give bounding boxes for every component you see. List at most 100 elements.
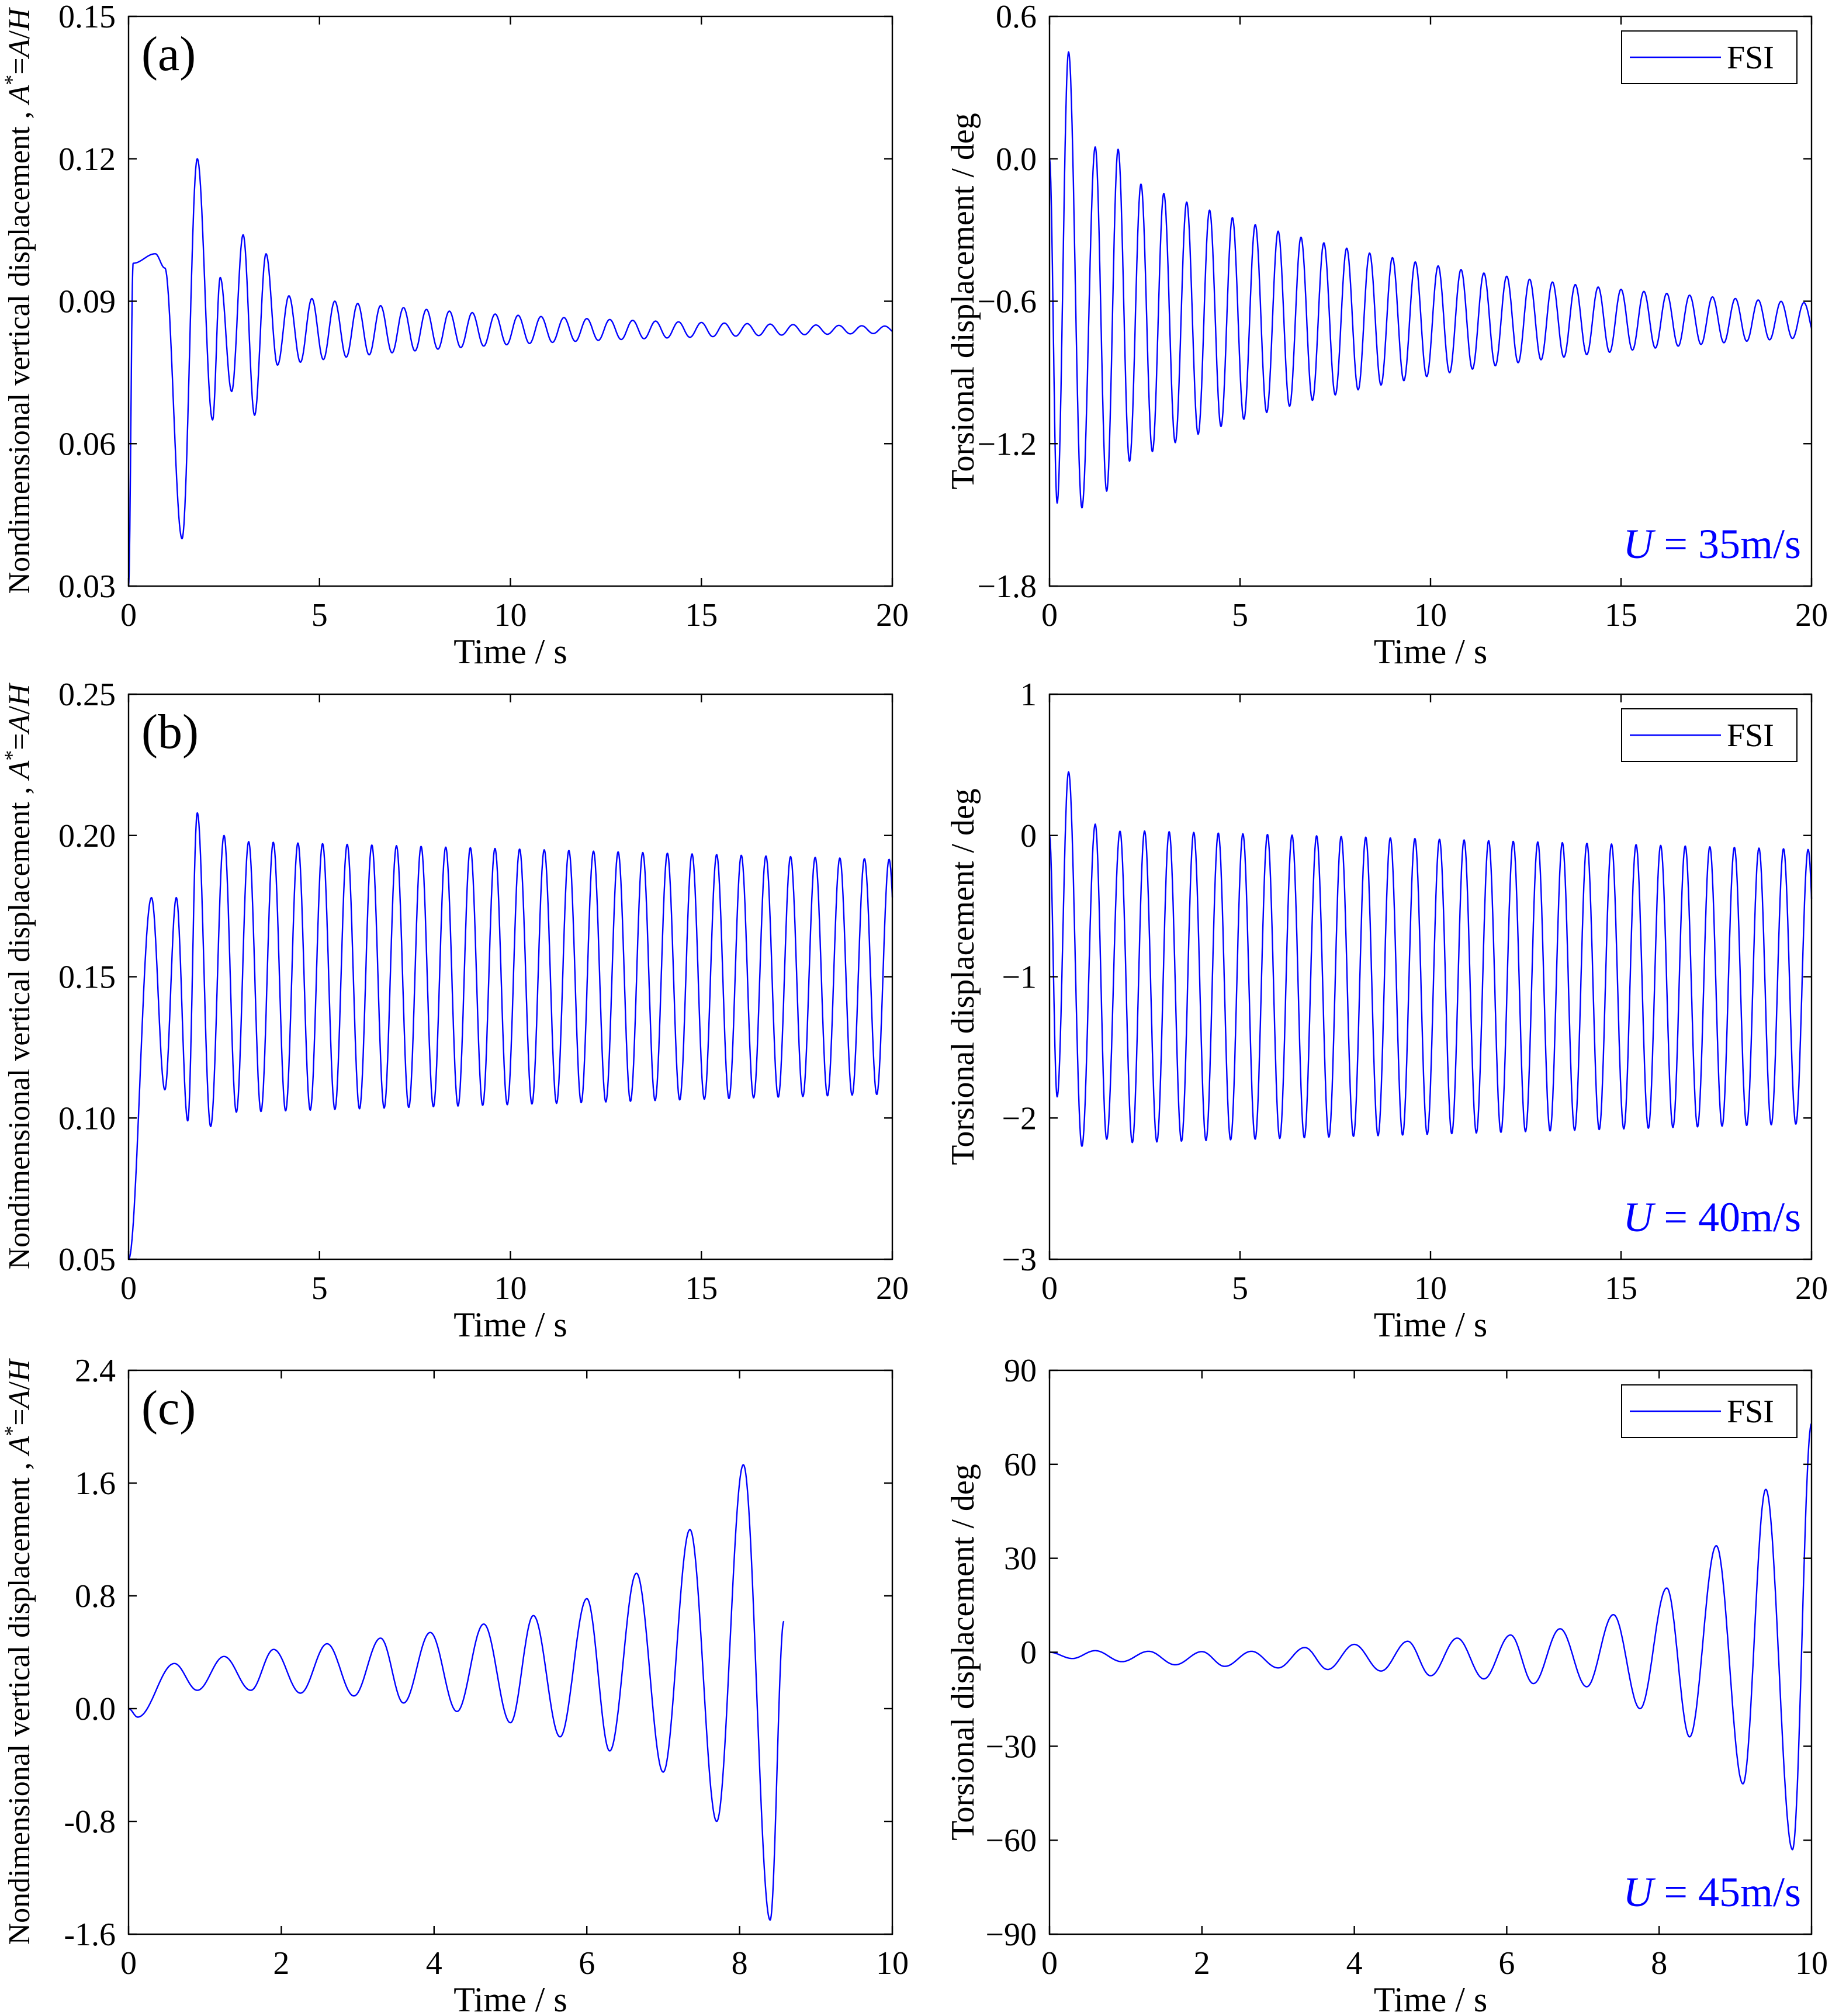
x-tick-label: 15 [1605,597,1637,633]
series-line-fsi [1048,771,1813,1147]
y-tick-label: −1 [1002,959,1037,996]
chart-panel-a-right: 0 5 10 15 20 −1.8 −1.2 −0.6 0.0 0.6 FSI U = 35m/s… [945,0,1828,671]
legend: FSI [1621,708,1798,762]
series-line-fsi [128,812,893,1260]
x-tick-label: 4 [1346,1945,1363,1982]
x-tick-label: 0 [120,1945,137,1982]
x-tick-label: 20 [1795,1270,1828,1307]
y-tick-label: −2 [1002,1100,1037,1137]
chart-panel-b-right: 0 5 10 15 20−3−2−101 FSI U = 40m/s Time / s … [945,677,1828,1344]
x-tick-label: 0 [120,1270,137,1307]
legend: FSI [1621,1384,1798,1438]
x-axis-label: Time / s [453,1305,567,1344]
x-tick-label: 0 [1041,597,1058,633]
y-tick-label: 60 [1004,1447,1037,1483]
y-axis-label: Nondimensional vertical displacement , A… [0,683,36,1269]
x-tick-label: 20 [1795,597,1828,633]
y-tick-label: 0 [1020,818,1037,854]
y-tick-label: -0.8 [64,1804,116,1840]
y-tick-label: 30 [1004,1541,1037,1577]
x-tick-label: 10 [1414,1270,1447,1307]
y-tick-label: 0.15 [58,959,116,996]
x-tick-label: 10 [494,1270,527,1307]
velocity-annotation: U = 40m/s [1623,1194,1801,1241]
x-tick-label: 10 [876,1945,909,1982]
legend: FSI [1621,30,1798,84]
panel-label: (c) [141,1381,196,1435]
legend-entry-fsi: FSI [1727,1394,1774,1430]
x-tick-label: 0 [1041,1270,1058,1307]
series-line-fsi [127,158,893,587]
y-tick-label: 0.09 [58,284,116,320]
y-tick-label: 0.06 [58,426,116,462]
x-tick-label: 10 [494,597,527,633]
y-tick-label: 0.25 [58,677,116,713]
x-axis-label: Time / s [1374,632,1488,671]
x-tick-label: 20 [876,1270,909,1307]
x-tick-label: 8 [732,1945,748,1982]
series-line-fsi [1049,1423,1812,1851]
x-tick-label: 5 [311,1270,328,1307]
x-tick-label: 0 [1041,1945,1058,1982]
y-tick-label: 0.0 [75,1691,116,1727]
x-tick-label: 4 [426,1945,442,1982]
y-axis-label: Torsional displacement / deg [945,113,981,490]
y-tick-label: 0 [1020,1635,1037,1671]
series-line-fsi [128,1464,785,1921]
x-axis-label: Time / s [1374,1980,1488,2016]
y-tick-label: 0.03 [58,569,116,605]
x-tick-label: 15 [1605,1270,1637,1307]
legend-entry-fsi: FSI [1727,718,1774,754]
y-tick-label: 0.6 [996,0,1037,35]
x-tick-label: 8 [1651,1945,1667,1982]
chart-panel-b-left: 0 5 10 15 20 0.05 0.10 0.15 0.20 0.25 (b) Time / … [0,677,909,1344]
y-tick-label: 0.05 [58,1242,116,1278]
x-axis-label: Time / s [453,632,567,671]
x-tick-label: 20 [876,597,909,633]
panel-label: (b) [141,705,199,759]
y-tick-label: 0.0 [996,141,1037,178]
y-tick-label: -1.6 [64,1917,116,1953]
x-tick-label: 15 [685,597,718,633]
y-tick-label: 0.10 [58,1100,116,1137]
y-tick-label: −3 [1002,1242,1037,1278]
x-tick-label: 15 [685,1270,718,1307]
x-tick-label: 2 [273,1945,289,1982]
x-tick-label: 5 [1232,597,1248,633]
x-tick-label: 6 [579,1945,595,1982]
x-tick-label: 0 [120,597,137,633]
chart-panel-a-left: 0 5 10 15 20 0.03 0.06 0.09 0.12 0.15 (a) Time / … [0,0,909,671]
y-tick-label: −0.6 [977,284,1037,320]
y-axis-label: Torsional displacement / deg [945,788,981,1165]
y-axis-label: Torsional displacement / deg [945,1464,981,1841]
x-tick-label: 10 [1414,597,1447,633]
y-tick-label: 0.12 [58,141,116,178]
panel-label: (a) [141,27,196,81]
y-tick-label: −1.8 [977,569,1037,605]
y-axis-label: Nondimensional vertical displacement , A… [0,1358,36,1945]
y-tick-label: 0.8 [75,1578,116,1615]
x-axis-label: Time / s [453,1980,567,2016]
y-tick-label: −30 [985,1729,1037,1765]
y-tick-label: −90 [985,1917,1037,1953]
x-tick-label: 10 [1795,1945,1828,1982]
y-tick-label: 1.6 [75,1466,116,1502]
y-tick-label: 0.15 [58,0,116,35]
velocity-annotation: U = 35m/s [1623,521,1801,567]
x-tick-label: 2 [1194,1945,1210,1982]
x-tick-label: 6 [1498,1945,1515,1982]
y-tick-label: 90 [1004,1353,1037,1389]
y-tick-label: −60 [985,1823,1037,1859]
y-tick-label: 0.20 [58,818,116,854]
velocity-annotation: U = 45m/s [1623,1869,1801,1915]
y-tick-label: −1.2 [977,426,1037,462]
x-tick-label: 5 [1232,1270,1248,1307]
y-tick-label: 2.4 [75,1353,116,1389]
chart-panel-c-right: 0 2 4 6 8 10 −90 −60 −30 0 30 60 90 FSI U = 45m/s Ti… [945,1353,1828,2016]
series-line-fsi [1048,51,1813,509]
x-tick-label: 5 [311,597,328,633]
legend-entry-fsi: FSI [1727,40,1774,76]
x-axis-label: Time / s [1374,1305,1488,1344]
y-tick-label: 1 [1020,677,1037,713]
